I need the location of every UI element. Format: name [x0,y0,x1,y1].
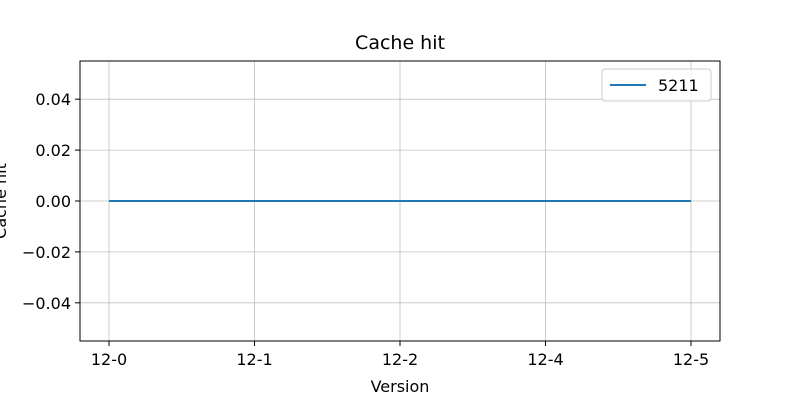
x-tick-label: 12-5 [673,350,709,369]
legend: 5211 [601,68,712,102]
y-tick-label: −0.02 [22,243,71,262]
y-tick-label: 0.04 [35,90,71,109]
x-tick-label: 12-0 [91,350,127,369]
legend-box [601,68,712,102]
legend-label: 5211 [658,76,699,95]
x-axis-label: Version [371,377,430,396]
y-tick-label: 0.00 [35,192,71,211]
x-tick-label: 12-4 [527,350,563,369]
chart-title: Cache hit [355,32,445,54]
x-tick-label: 12-1 [236,350,272,369]
y-axis-label: Cache hit [0,163,10,239]
x-tick-label: 12-2 [382,350,418,369]
y-tick-label: −0.04 [22,294,71,313]
y-tick-label: 0.02 [35,141,71,160]
ticks: 12-0 12-1 12-2 12-4 12-5 −0.04 −0.02 0.00 0.02 0.… [22,90,709,369]
